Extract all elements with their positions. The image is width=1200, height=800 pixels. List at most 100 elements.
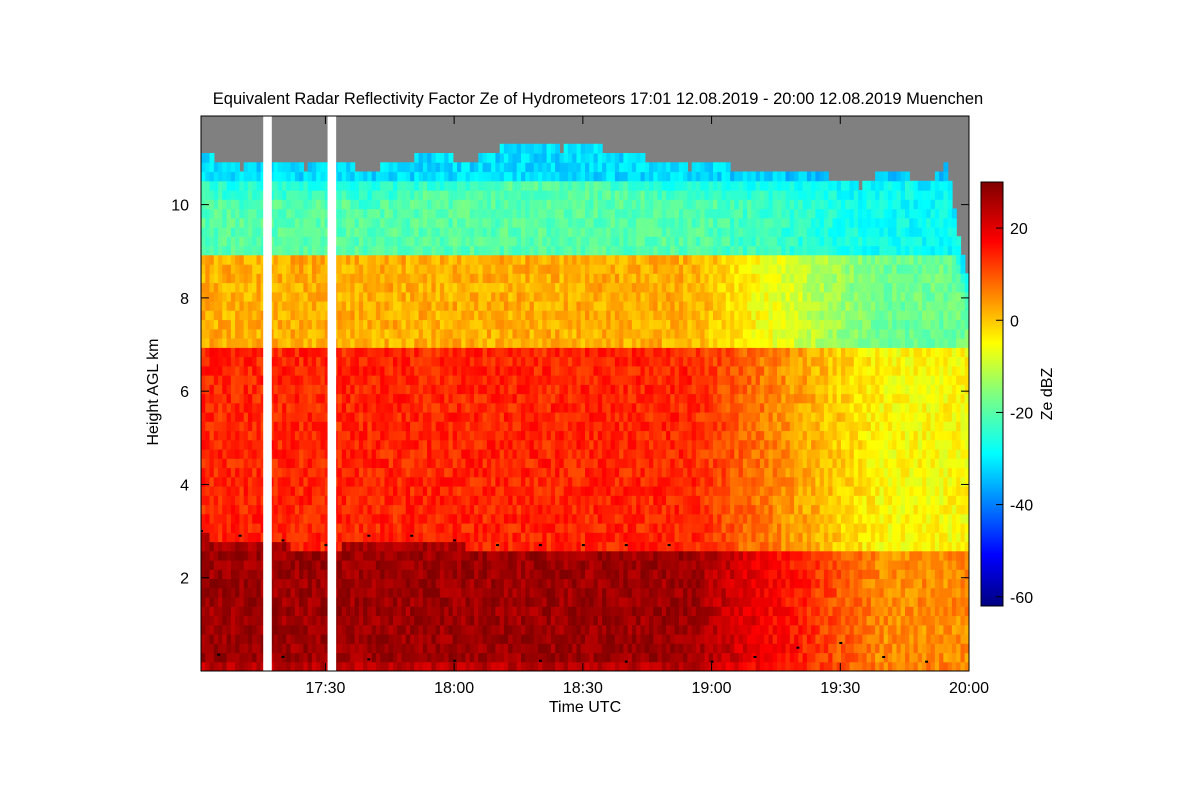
heatmap-cell [572, 291, 578, 302]
heatmap-cell [516, 495, 522, 506]
heatmap-cell [427, 282, 432, 293]
heatmap-cell [465, 199, 471, 210]
heatmap-cell [580, 282, 586, 293]
heatmap-cell [580, 384, 586, 395]
heatmap-cell [444, 319, 450, 330]
heatmap-cell [563, 217, 569, 228]
heatmap-cell [525, 430, 531, 441]
heatmap-cell [222, 412, 228, 422]
heatmap-cell [572, 153, 578, 163]
heatmap-cell [337, 578, 343, 589]
heatmap-cell [474, 458, 479, 469]
heatmap-cell [316, 550, 322, 561]
heatmap-cell [243, 486, 249, 496]
heatmap-cell [469, 467, 475, 478]
heatmap-cell [482, 264, 488, 274]
heatmap-cell [218, 171, 223, 182]
heatmap-cell [542, 190, 548, 200]
heatmap-cell [580, 634, 586, 644]
heatmap-cell [243, 338, 249, 348]
heatmap-cell [346, 476, 351, 487]
heatmap-cell [550, 541, 556, 552]
heatmap-cell [320, 236, 326, 247]
heatmap-cell [375, 180, 381, 191]
heatmap-cell [367, 467, 373, 478]
heatmap-cell [499, 449, 505, 459]
heatmap-cell [418, 402, 424, 413]
heatmap-cell [316, 467, 322, 478]
heatmap-cell [209, 615, 215, 626]
heatmap-cell [452, 597, 458, 607]
heatmap-cell [303, 467, 309, 478]
heatmap-cell [375, 449, 381, 459]
heatmap-cell [474, 199, 479, 210]
heatmap-cell [230, 624, 236, 635]
heatmap-cell [363, 301, 368, 311]
heatmap-cell [550, 254, 556, 265]
heatmap-cell [521, 486, 526, 496]
heatmap-cell [324, 523, 330, 533]
heatmap-cell [572, 282, 578, 293]
heatmap-cell [218, 578, 223, 589]
heatmap-cell [205, 310, 211, 321]
heatmap-cell [542, 282, 548, 293]
heatmap-cell [316, 615, 322, 626]
heatmap-cell [230, 606, 236, 617]
heatmap-cell [495, 301, 501, 311]
heatmap-cell [316, 495, 322, 506]
heatmap-cell [533, 347, 539, 358]
heatmap-cell [307, 236, 313, 247]
heatmap-cell [508, 606, 514, 617]
heatmap-cell [209, 624, 215, 635]
heatmap-cell [525, 523, 531, 533]
heatmap-cell [316, 486, 322, 496]
heatmap-cell [533, 162, 539, 173]
heatmap-cell [213, 356, 219, 367]
heatmap-cell [546, 328, 552, 339]
heatmap-cell [542, 347, 548, 358]
heatmap-cell [563, 486, 569, 496]
heatmap-cell [354, 643, 360, 654]
heatmap-cell [478, 504, 484, 515]
heatmap-cell [205, 153, 211, 163]
heatmap-cell [209, 532, 215, 543]
heatmap-cell [363, 375, 368, 385]
heatmap-cell [512, 199, 518, 210]
heatmap-cell [243, 301, 249, 311]
heatmap-cell [405, 652, 411, 663]
heatmap-cell [452, 624, 458, 635]
heatmap-cell [525, 264, 531, 274]
heatmap-cell [350, 476, 356, 487]
heatmap-cell [341, 245, 347, 256]
heatmap-cell [444, 190, 450, 200]
heatmap-cell [303, 597, 309, 607]
heatmap-cell [307, 624, 313, 635]
heatmap-cell [260, 652, 266, 663]
heatmap-cell [469, 245, 475, 256]
heatmap-cell [213, 402, 219, 413]
heatmap-cell [367, 264, 373, 274]
heatmap-cell [465, 310, 471, 321]
heatmap-cell [260, 171, 266, 182]
heatmap-cell [363, 597, 368, 607]
heatmap-cell [341, 643, 347, 654]
heatmap-cell [508, 560, 514, 570]
heatmap-cell [512, 347, 518, 358]
heatmap-cell [538, 282, 543, 293]
heatmap-cell [358, 328, 364, 339]
heatmap-cell [380, 449, 386, 459]
heatmap-cell [529, 560, 535, 570]
heatmap-cell [542, 486, 548, 496]
heatmap-cell [448, 319, 454, 330]
heatmap-cell [205, 439, 211, 450]
heatmap-cell [580, 467, 586, 478]
heatmap-cell [367, 393, 373, 404]
heatmap-cell [401, 504, 407, 515]
heatmap-cell [439, 282, 445, 293]
heatmap-cell [260, 338, 266, 348]
heatmap-cell [209, 338, 215, 348]
heatmap-cell [461, 652, 467, 663]
heatmap-cell [414, 236, 420, 247]
heatmap-cell [580, 476, 586, 487]
heatmap-cell [273, 199, 279, 210]
